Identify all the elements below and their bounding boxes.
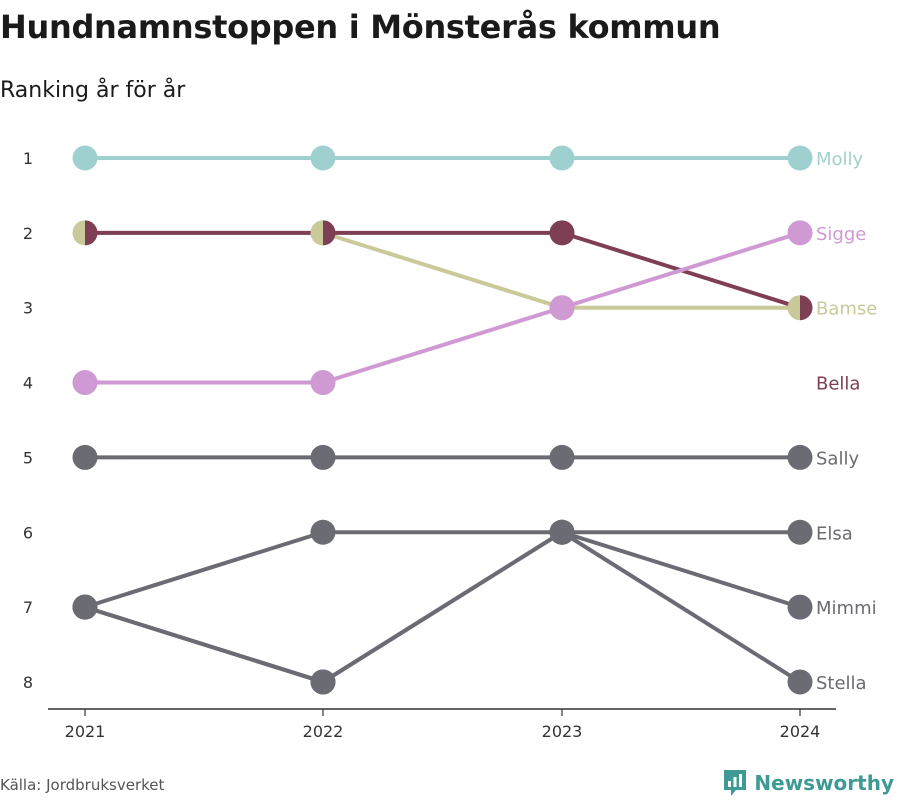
brand-logo[interactable]: Newsworthy bbox=[722, 768, 894, 798]
brand-name: Newsworthy bbox=[754, 771, 894, 795]
y-tick-label-8: 8 bbox=[23, 673, 33, 692]
series-line-sigge bbox=[83, 230, 802, 385]
x-tick-label-2022: 2022 bbox=[303, 722, 344, 741]
point-bella-2023 bbox=[549, 220, 575, 246]
bar-chart-logo-icon bbox=[724, 770, 747, 796]
y-tick-label-5: 5 bbox=[23, 448, 33, 467]
point-sigge-2023 bbox=[549, 295, 575, 321]
point-molly-2023 bbox=[549, 145, 575, 171]
point-bella-2024 bbox=[800, 295, 813, 321]
chart-title: Hundnamnstoppen i Mönsterås kommun bbox=[0, 8, 721, 46]
point-bella-2022 bbox=[323, 220, 336, 246]
series-label-bella: Bella bbox=[816, 374, 860, 395]
series-line-mimmi bbox=[83, 530, 802, 684]
point-bamse-2024 bbox=[787, 295, 800, 321]
series-label-elsa: Elsa bbox=[816, 523, 853, 544]
point-elsa-2021 bbox=[72, 594, 98, 620]
point-elsa-2024 bbox=[787, 519, 813, 545]
series-label-mimmi: Mimmi bbox=[816, 598, 877, 619]
point-molly-2021 bbox=[72, 145, 98, 171]
x-tick-label-2021: 2021 bbox=[65, 722, 106, 741]
series-label-molly: Molly bbox=[816, 149, 864, 170]
y-tick-label-6: 6 bbox=[23, 523, 33, 542]
point-sally-2022 bbox=[310, 444, 336, 470]
point-sigge-2022 bbox=[310, 370, 336, 396]
y-tick-label-2: 2 bbox=[23, 224, 33, 243]
point-mimmi-2022 bbox=[310, 669, 336, 695]
x-tick-label-2024: 2024 bbox=[780, 722, 821, 741]
series-label-stella: Stella bbox=[816, 673, 867, 694]
point-sally-2021 bbox=[72, 444, 98, 470]
point-stella-2024 bbox=[787, 669, 813, 695]
y-tick-label-3: 3 bbox=[23, 299, 33, 318]
series-label-sigge: Sigge bbox=[816, 224, 866, 245]
point-elsa-2023 bbox=[549, 519, 575, 545]
y-tick-label-7: 7 bbox=[23, 598, 33, 617]
point-molly-2024 bbox=[787, 145, 813, 171]
point-molly-2022 bbox=[310, 145, 336, 171]
source-note: Källa: Jordbruksverket bbox=[0, 776, 165, 794]
point-elsa-2022 bbox=[310, 519, 336, 545]
series-label-sally: Sally bbox=[816, 448, 859, 469]
point-sigge-2024 bbox=[787, 220, 813, 246]
chart-subtitle: Ranking år för år bbox=[0, 78, 186, 103]
point-bamse-2021 bbox=[72, 220, 85, 246]
y-tick-label-1: 1 bbox=[23, 149, 33, 168]
point-sally-2024 bbox=[787, 444, 813, 470]
point-mimmi-2024 bbox=[787, 594, 813, 620]
y-tick-label-4: 4 bbox=[23, 374, 33, 393]
point-sally-2023 bbox=[549, 444, 575, 470]
series-label-bamse: Bamse bbox=[816, 299, 877, 320]
x-tick-label-2023: 2023 bbox=[542, 722, 583, 741]
point-sigge-2021 bbox=[72, 370, 98, 396]
series-line-elsa bbox=[83, 530, 802, 610]
series-line-bamse bbox=[83, 230, 802, 310]
point-bella-2021 bbox=[85, 220, 98, 246]
point-bamse-2022 bbox=[310, 220, 323, 246]
